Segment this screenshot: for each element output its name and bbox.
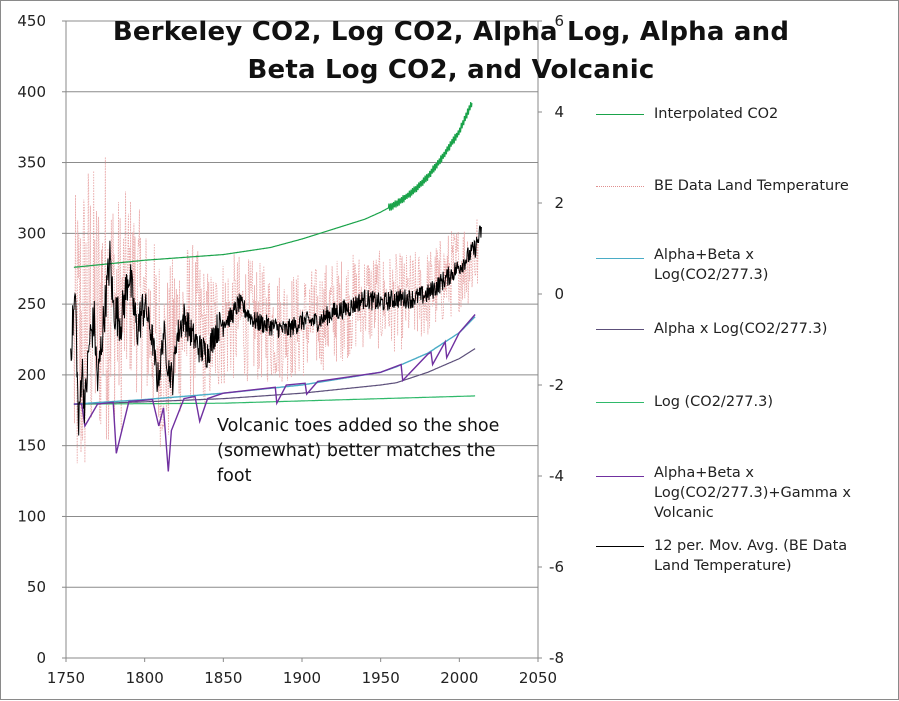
y-right-tick-label: -8 — [549, 649, 564, 667]
x-tick-label: 2050 — [519, 669, 557, 687]
legend-label: Alpha+Beta x Log(CO2/277.3)+Gamma x Volc… — [654, 465, 851, 521]
y-left-tick-label: 250 — [17, 295, 46, 313]
legend-swatch — [596, 546, 644, 547]
series-log-co2 — [73, 395, 476, 405]
y-left-tick-label: 400 — [17, 83, 46, 101]
legend-swatch — [596, 402, 644, 403]
y-right-tick-label: -6 — [549, 558, 564, 576]
y-left-tick-label: 0 — [36, 649, 46, 667]
legend-label: Interpolated CO2 — [654, 106, 779, 122]
x-tick-label: 1900 — [283, 669, 321, 687]
legend-label: Alpha+Beta x Log(CO2/277.3) — [654, 247, 769, 283]
y-left-tick-label: 100 — [17, 507, 46, 525]
legend-swatch — [596, 186, 644, 187]
y-left-tick-label: 450 — [17, 12, 46, 30]
legend-swatch — [596, 476, 644, 477]
legend-label: BE Data Land Temperature — [654, 178, 849, 194]
x-tick-label: 2000 — [440, 669, 478, 687]
series-interpolated-co2 — [73, 102, 473, 268]
chart-title-line-1: Berkeley CO2, Log CO2, Alpha Log, Alpha … — [112, 17, 790, 47]
legend-label: Alpha x Log(CO2/277.3) — [654, 321, 828, 337]
x-tick-label: 1800 — [126, 669, 164, 687]
y-right-tick-label: 0 — [554, 285, 564, 303]
y-right-tick-label: -2 — [549, 376, 564, 394]
y-left-tick-label: 300 — [17, 224, 46, 242]
y-right-tick-label: -4 — [549, 467, 564, 485]
legend-swatch — [596, 329, 644, 330]
x-tick-label: 1750 — [47, 669, 85, 687]
x-tick-label: 1850 — [204, 669, 242, 687]
chart-title-line-2: Beta Log CO2, and Volcanic — [247, 55, 655, 85]
series-alpha-beta-log-co2 — [73, 316, 476, 405]
y-left-tick-label: 350 — [17, 154, 46, 172]
x-tick-label: 1950 — [362, 669, 400, 687]
chart-annotation: Volcanic toes added so the shoe (somewha… — [217, 416, 500, 486]
series-moving-average — [70, 225, 482, 436]
y-left-tick-label: 200 — [17, 366, 46, 384]
legend-swatch — [596, 258, 644, 259]
legend-label: 12 per. Mov. Avg. (BE Data Land Temperat… — [654, 538, 848, 574]
y-left-tick-label: 150 — [17, 437, 46, 455]
y-right-tick-label: 4 — [554, 103, 564, 121]
series-alpha-log-co2 — [73, 348, 476, 405]
y-right-tick-label: 6 — [554, 12, 564, 30]
y-right-tick-label: 2 — [554, 194, 564, 212]
y-left-tick-label: 50 — [27, 578, 46, 596]
legend-swatch — [596, 114, 644, 115]
legend-label: Log (CO2/277.3) — [654, 394, 773, 410]
series-alpha-beta-gamma-volcanic — [73, 314, 476, 472]
series-be-data-land-temperature — [73, 156, 479, 464]
